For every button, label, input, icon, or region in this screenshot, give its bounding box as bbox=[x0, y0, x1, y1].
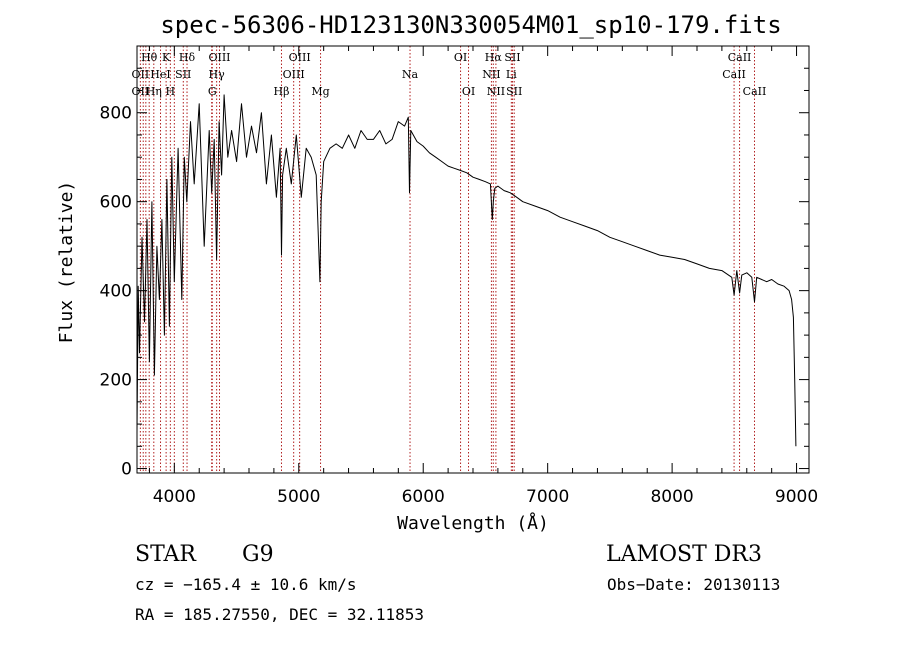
x-tick-label: 6000 bbox=[402, 487, 445, 507]
spectrum-line bbox=[136, 94, 797, 447]
line-marker-label: Hθ bbox=[141, 51, 158, 64]
line-marker-label: SII bbox=[175, 68, 191, 81]
y-tick-label: 600 bbox=[100, 193, 132, 213]
survey-name: LAMOST DR3 bbox=[606, 542, 762, 567]
line-marker-label: SII bbox=[506, 85, 522, 98]
subclass: G9 bbox=[242, 542, 274, 567]
line-marker-label: NII bbox=[487, 85, 505, 98]
y-axis-label: Flux (relative) bbox=[56, 181, 77, 344]
y-tick-label: 0 bbox=[121, 460, 132, 480]
x-axis-label: Wavelength (Å) bbox=[397, 512, 549, 534]
x-tick-label: 7000 bbox=[526, 487, 569, 507]
y-tick-label: 400 bbox=[100, 282, 132, 302]
plot-frame bbox=[136, 45, 810, 474]
y-tick-label: 800 bbox=[100, 104, 132, 124]
coords-text: RA = 185.27550, DEC = 32.11853 bbox=[135, 605, 424, 624]
line-marker-label: OII bbox=[132, 68, 150, 81]
object-class: STAR bbox=[135, 542, 197, 567]
line-marker-label: Hγ bbox=[209, 68, 226, 81]
line-marker-label: Hα bbox=[485, 51, 503, 64]
line-marker-label: OI bbox=[462, 85, 475, 98]
line-marker-label: CaII bbox=[743, 85, 767, 98]
line-marker-label: H bbox=[166, 85, 176, 98]
line-marker-label: CaII bbox=[722, 68, 746, 81]
line-marker-label: OIII bbox=[289, 51, 311, 64]
line-marker-label: Na bbox=[402, 68, 419, 81]
line-marker-label: OIII bbox=[208, 51, 230, 64]
line-marker-label: K bbox=[162, 51, 171, 64]
line-marker-label: OI bbox=[454, 51, 467, 64]
line-marker-label: Hβ bbox=[274, 85, 290, 98]
line-marker-label: OII bbox=[132, 85, 150, 98]
x-tick-label: 8000 bbox=[650, 487, 693, 507]
y-tick-label: 200 bbox=[100, 371, 132, 391]
y-axis-ticks: 0 200 400 600 800 bbox=[100, 67, 809, 480]
line-marker-label: HeI bbox=[150, 68, 170, 81]
line-marker-label: OIII bbox=[283, 68, 305, 81]
line-marker-label: G bbox=[208, 85, 217, 98]
line-marker-label: Hη bbox=[146, 85, 162, 98]
obs-date-text: Obs−Date: 20130113 bbox=[607, 575, 780, 594]
x-tick-label: 9000 bbox=[775, 487, 818, 507]
line-marker-label: CaII bbox=[728, 51, 752, 64]
line-marker-label: Li bbox=[506, 68, 517, 81]
chart-title: spec-56306-HD123130N330054M01_sp10-179.f… bbox=[160, 11, 781, 39]
line-marker-label: SII bbox=[504, 51, 520, 64]
x-tick-label: 4000 bbox=[153, 487, 196, 507]
x-tick-label: 5000 bbox=[277, 487, 320, 507]
redshift-text: cz = −165.4 ± 10.6 km/s bbox=[135, 575, 357, 594]
line-markers bbox=[139, 46, 755, 473]
line-marker-label: Mg bbox=[311, 85, 329, 98]
line-marker-label: Hδ bbox=[179, 51, 196, 64]
x-axis-ticks: 4000 5000 6000 7000 8000 9000 bbox=[148, 46, 818, 507]
line-marker-label: NII bbox=[482, 68, 500, 81]
